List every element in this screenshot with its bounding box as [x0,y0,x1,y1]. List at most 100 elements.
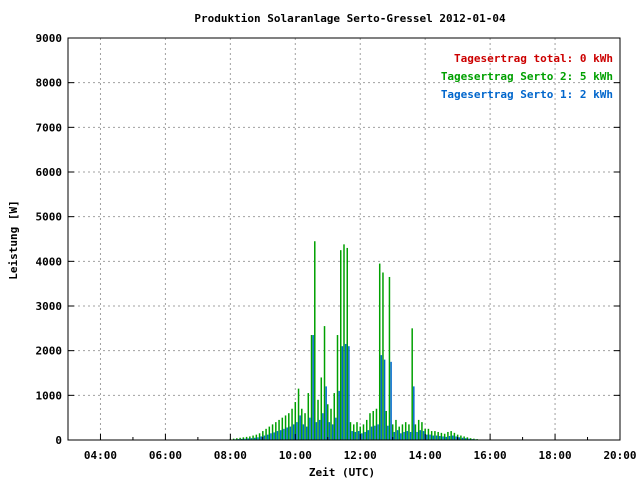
x-tick-label: 08:00 [214,449,247,462]
y-tick-label: 6000 [36,166,63,179]
bar [416,432,418,440]
bar [312,335,314,440]
bar [259,433,261,440]
bar [329,422,331,440]
bar [316,422,318,440]
bar [278,420,280,440]
bar [322,413,324,440]
bar [353,424,355,440]
bar [437,432,439,440]
bar [385,411,387,440]
bar [346,248,348,440]
bar [407,431,409,440]
bar [358,431,360,440]
bar [415,424,417,440]
bar [444,434,446,440]
bar [368,430,370,440]
bar [304,413,306,440]
bar [405,422,407,440]
bar [449,436,451,440]
bar [423,431,425,440]
bar [309,418,311,440]
y-axis-title: Leistung [W] [7,200,20,279]
bar [282,418,284,440]
bar [379,264,381,440]
y-tick-label: 8000 [36,77,63,90]
bar [264,436,266,440]
bar [439,436,441,440]
x-axis-title: Zeit (UTC) [309,466,375,479]
bar [442,436,444,440]
bar [330,409,332,440]
x-tick-label: 12:00 [344,449,377,462]
bar [433,436,435,440]
bar [260,436,262,440]
bar [293,424,295,440]
bar [277,431,279,440]
bar [265,429,267,440]
bar [324,326,326,440]
bar [355,432,357,440]
y-tick-label: 4000 [36,255,63,268]
bar [366,420,368,440]
x-tick-label: 04:00 [84,449,117,462]
bar [321,377,323,440]
bar [394,432,396,440]
bar [283,429,285,440]
bar [342,346,344,440]
legend-entry: Tagesertrag Serto 2: 5 kWh [441,70,613,83]
bar [319,420,321,440]
y-tick-label: 0 [55,434,62,447]
bar [447,432,449,440]
bar [397,430,399,440]
y-tick-label: 2000 [36,345,63,358]
bar [410,432,412,440]
bar [317,400,319,440]
bar [452,436,454,440]
bar [273,432,275,440]
bar [408,424,410,440]
bar [382,273,384,441]
bar [340,250,342,440]
bar [460,436,462,440]
bar [332,424,334,440]
bar [285,415,287,440]
bar [441,433,443,440]
bar [428,429,430,440]
x-tick-label: 18:00 [538,449,571,462]
bar [306,427,308,440]
bar [356,422,358,440]
bar [335,418,337,440]
x-tick-label: 14:00 [409,449,442,462]
bar [288,413,290,440]
bar [421,422,423,440]
bar [272,424,274,440]
bar [426,435,428,440]
legend-entry: Tagesertrag Serto 1: 2 kWh [441,88,613,101]
bar [384,360,386,440]
bar [338,391,340,440]
y-tick-label: 3000 [36,300,63,313]
bar [361,433,363,440]
bar [400,433,402,440]
bar [413,386,415,440]
bar [376,409,378,440]
bar [298,389,300,440]
bar [390,362,392,440]
bar [256,435,258,440]
bar [434,431,436,440]
bar [343,244,345,440]
bar [420,430,422,440]
bar [403,432,405,440]
bar [325,386,327,440]
bar [436,436,438,440]
bar [374,426,376,440]
bar [348,346,350,440]
bar [275,422,277,440]
bar [311,335,313,440]
bar [299,415,301,440]
bar [296,422,298,440]
legend-entry: Tagesertrag total: 0 kWh [454,52,613,65]
y-tick-label: 5000 [36,211,63,224]
